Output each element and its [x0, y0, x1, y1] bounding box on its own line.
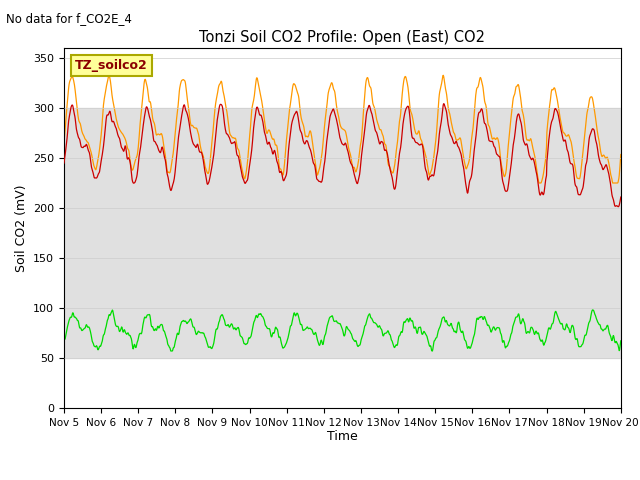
Title: Tonzi Soil CO2 Profile: Open (East) CO2: Tonzi Soil CO2 Profile: Open (East) CO2	[200, 30, 485, 46]
Bar	[64, 108, 621, 208]
Text: TZ_soilco2: TZ_soilco2	[75, 59, 148, 72]
Bar	[64, 208, 621, 308]
Text: No data for f_CO2E_4: No data for f_CO2E_4	[6, 12, 132, 25]
Y-axis label: Soil CO2 (mV): Soil CO2 (mV)	[15, 184, 28, 272]
Bar	[64, 308, 621, 358]
X-axis label: Time: Time	[327, 431, 358, 444]
